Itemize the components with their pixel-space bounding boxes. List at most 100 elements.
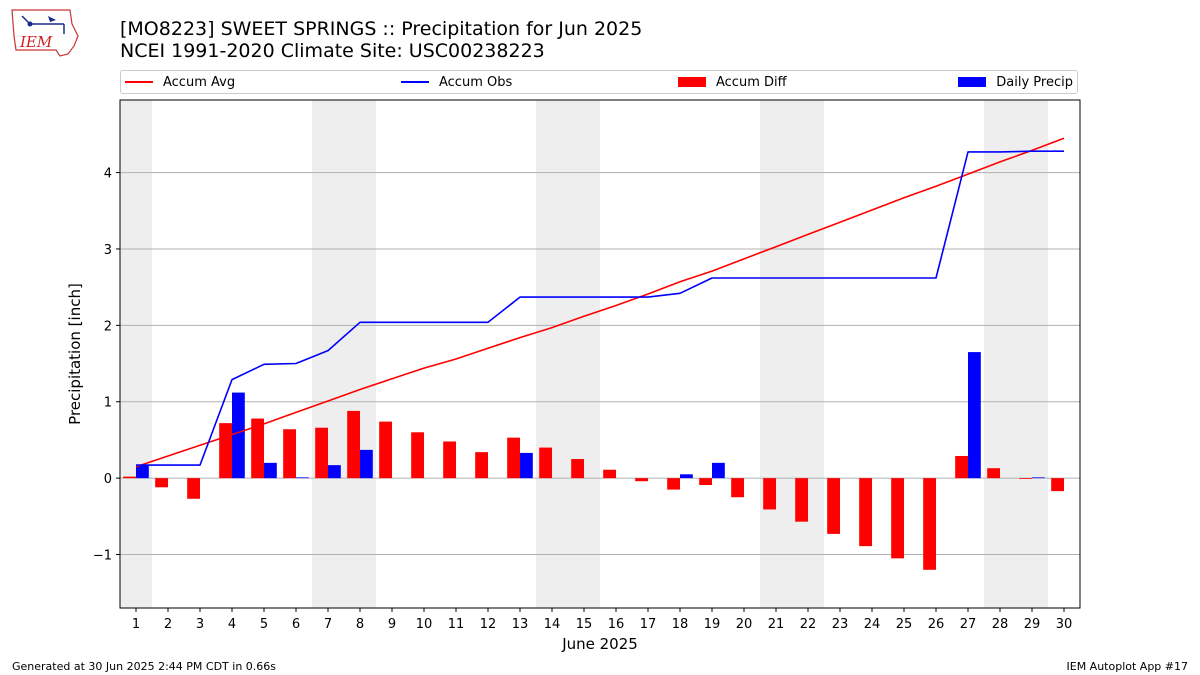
weekend-shading <box>120 100 1048 608</box>
x-tick-label: 26 <box>928 617 945 632</box>
x-tick-label: 7 <box>324 617 332 632</box>
daily-precip-bar <box>136 465 149 479</box>
x-tick-label: 13 <box>512 617 529 632</box>
accum-diff-bar <box>955 455 968 479</box>
weekend-shade-3 <box>760 100 824 608</box>
x-tick-label: 10 <box>416 617 433 632</box>
accum-diff-bar <box>827 478 840 534</box>
daily-precip-bar <box>1032 477 1045 479</box>
plot-frame <box>119 99 1081 609</box>
chart-legend: Accum Avg Accum Obs Accum Diff Daily Pre… <box>120 70 1078 94</box>
weekend-shade-1 <box>312 100 376 608</box>
x-tick-label: 20 <box>736 617 753 632</box>
accum-obs-line <box>136 150 1064 466</box>
accum-diff-bar <box>1019 478 1032 479</box>
accum-diff-bar <box>795 478 808 522</box>
y-tick-label: 4 <box>104 167 112 182</box>
accum-diff-bar <box>155 478 168 488</box>
daily-precip-bar <box>360 449 373 479</box>
x-tick-label: 19 <box>704 617 721 632</box>
daily-precip-bar <box>968 352 981 479</box>
weekend-shade-2 <box>536 100 600 608</box>
footer-app-text: IEM Autoplot App #17 <box>1066 660 1189 673</box>
daily-precip-bar <box>328 465 341 479</box>
legend-item-daily-precip: Daily Precip <box>958 74 1073 91</box>
accum-diff-bar <box>699 478 712 486</box>
y-tick-label: 1 <box>104 396 112 411</box>
daily-precip-bar <box>680 474 693 479</box>
accum-diff-bar <box>539 447 552 479</box>
legend-item-accum-diff: Accum Diff <box>678 74 787 91</box>
x-tick-label: 9 <box>388 617 396 632</box>
y-tick-label: 0 <box>104 472 112 487</box>
x-tick-label: 27 <box>960 617 977 632</box>
accum-diff-bar <box>411 432 424 479</box>
accum-diff-bar <box>859 478 872 547</box>
x-tick-label: 14 <box>544 617 561 632</box>
accum-diff-bar <box>315 427 328 479</box>
x-tick-label: 30 <box>1056 617 1073 632</box>
x-tick-label: 18 <box>672 617 689 632</box>
accum-diff-bar <box>571 459 584 479</box>
x-tick-label: 21 <box>768 617 785 632</box>
x-tick-label: 1 <box>132 617 140 632</box>
x-tick-label: 24 <box>864 617 881 632</box>
x-axis-label: June 2025 <box>561 635 638 653</box>
x-tick-label: 22 <box>800 617 817 632</box>
daily-precip-bar <box>712 462 725 479</box>
legend-label-accum-obs: Accum Obs <box>439 75 513 90</box>
logo-text: IEM <box>19 33 53 51</box>
accum-diff-bar <box>379 421 392 479</box>
x-tick-label: 4 <box>228 617 236 632</box>
y-tick-label: 2 <box>104 319 112 334</box>
daily-precip-bar <box>520 452 533 479</box>
x-tick-label: 17 <box>640 617 657 632</box>
accum-diff-bar <box>283 429 296 479</box>
accum-diff-bar <box>763 478 776 510</box>
accum-diff-bar <box>475 452 488 479</box>
x-tick-label: 28 <box>992 617 1009 632</box>
bar-series <box>123 352 1064 570</box>
legend-item-accum-avg: Accum Avg <box>125 74 235 91</box>
y-tick-label: −1 <box>93 549 112 564</box>
accum-diff-bar <box>891 478 904 559</box>
daily-precip-bar <box>264 462 277 479</box>
legend-swatch-daily-precip <box>958 76 987 87</box>
chart-title: [MO8223] SWEET SPRINGS :: Precipitation … <box>120 18 643 40</box>
accum-diff-bar <box>443 441 456 479</box>
legend-label-accum-diff: Accum Diff <box>716 75 787 90</box>
line-series <box>135 137 1065 468</box>
x-tick-label: 11 <box>448 617 465 632</box>
accum-diff-bar <box>731 478 744 498</box>
daily-precip-bar <box>232 392 245 479</box>
accum-diff-bar <box>187 478 200 499</box>
legend-swatch-accum-obs <box>401 80 429 83</box>
accum-diff-bar <box>923 478 936 570</box>
grid-lines <box>120 172 1080 556</box>
accum-diff-bar <box>987 468 1000 479</box>
iem-logo: IEM <box>11 9 79 57</box>
x-tick-label: 15 <box>576 617 593 632</box>
x-tick-label: 3 <box>196 617 204 632</box>
x-tick-label: 2 <box>164 617 172 632</box>
x-tick-label: 23 <box>832 617 849 632</box>
daily-precip-bar <box>296 477 309 479</box>
accum-diff-bar <box>219 423 232 479</box>
legend-swatch-accum-avg <box>125 80 153 83</box>
weekend-shade-0 <box>120 100 152 608</box>
chart-subtitle: NCEI 1991-2020 Climate Site: USC00238223 <box>120 40 545 62</box>
legend-label-accum-avg: Accum Avg <box>163 75 236 90</box>
accum-diff-bar <box>347 410 360 479</box>
x-tick-label: 29 <box>1024 617 1041 632</box>
legend-label-daily-precip: Daily Precip <box>996 75 1073 90</box>
accum-avg-line <box>135 137 1065 468</box>
weekend-shade-4 <box>984 100 1048 608</box>
x-tick-label: 8 <box>356 617 364 632</box>
accum-diff-bar <box>251 418 264 479</box>
x-tick-label: 6 <box>292 617 300 632</box>
accum-diff-bar <box>1051 478 1064 492</box>
x-tick-label: 5 <box>260 617 268 632</box>
x-tick-label: 16 <box>608 617 625 632</box>
